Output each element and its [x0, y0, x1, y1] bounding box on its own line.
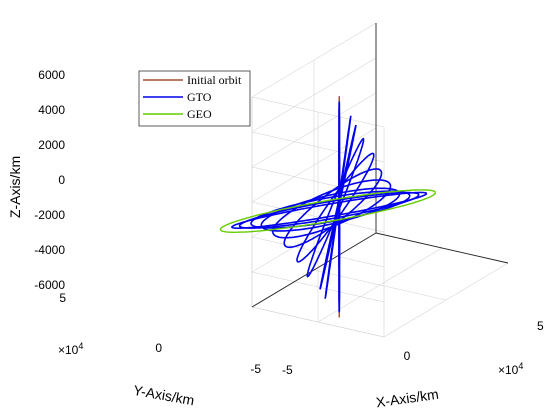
y-tick-labels: 5 0 -5 [59, 291, 261, 376]
z-tick-label: -2000 [34, 208, 65, 222]
legend-label-geo: GEO [187, 107, 212, 121]
y-tick-label: 5 [59, 291, 66, 305]
y-tick-label: 0 [155, 341, 162, 355]
x-axis-line [375, 232, 509, 264]
x-tick-label: 5 [537, 319, 544, 333]
z-axis-label: Z-Axis/km [7, 156, 23, 218]
orbit-gto [283, 168, 383, 249]
z-tick-label: 4000 [38, 103, 65, 117]
legend-label-gto: GTO [187, 90, 212, 104]
orbit-gto [231, 191, 428, 229]
z-tick-label: 6000 [38, 68, 65, 82]
x-tick-labels: -5 0 5 [282, 319, 544, 377]
y-tick-label: -5 [250, 362, 261, 376]
x-tick-label: 0 [404, 349, 411, 363]
orbit-gto [238, 191, 420, 229]
x-exponent-label: ×104 [498, 361, 523, 377]
orbit-geo [219, 189, 437, 234]
orbit-gto [338, 103, 341, 311]
legend: Initial orbit GTO GEO [138, 70, 251, 127]
legend-label-initial-orbit: Initial orbit [187, 73, 242, 87]
z-tick-label: -6000 [34, 278, 65, 292]
y-exponent-label: ×104 [58, 341, 83, 357]
axes-layer [251, 23, 509, 308]
y-axis-line [251, 232, 377, 308]
orbit-gto [324, 115, 352, 299]
grid-line [251, 306, 385, 338]
series-layer [219, 96, 437, 318]
x-axis-label: X-Axis/km [375, 386, 440, 411]
z-tick-label: 2000 [38, 138, 65, 152]
grid-line [313, 269, 447, 301]
z-tick-label: -4000 [34, 243, 65, 257]
z-tick-label: 0 [58, 173, 65, 187]
grid-layer [251, 22, 509, 338]
x-tick-label: -5 [282, 363, 293, 377]
z-tick-labels: 6000 4000 2000 0 -2000 -4000 -6000 [34, 68, 65, 292]
y-axis-label: Y-Axis/km [132, 382, 196, 408]
